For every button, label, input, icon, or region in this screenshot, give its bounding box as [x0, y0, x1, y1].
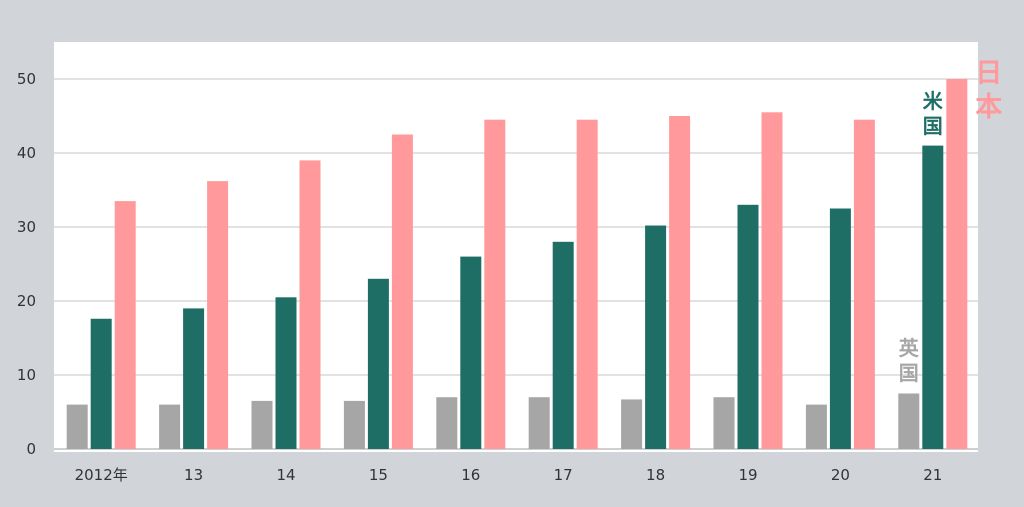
x-tick-label: 19	[738, 466, 757, 484]
series-label: 米国	[923, 89, 944, 138]
bar	[853, 119, 875, 449]
bar	[343, 400, 365, 449]
bar	[159, 404, 181, 449]
bar	[275, 297, 297, 449]
bar	[436, 397, 458, 449]
bar	[645, 225, 667, 449]
bar	[66, 404, 88, 449]
bar	[299, 160, 321, 449]
bar	[576, 119, 598, 449]
y-tick-label: 20	[17, 292, 36, 310]
bar	[713, 397, 735, 449]
bar	[251, 400, 273, 449]
bar	[367, 278, 389, 449]
bar	[114, 201, 136, 449]
bar	[946, 79, 968, 449]
bar	[898, 393, 920, 449]
x-tick-label: 16	[461, 466, 480, 484]
bar	[829, 208, 851, 449]
bar	[922, 145, 944, 449]
series-label: 日本	[975, 58, 1002, 123]
bar	[737, 204, 759, 449]
bar	[552, 241, 574, 449]
bar	[90, 318, 112, 449]
y-tick-label: 40	[17, 144, 36, 162]
y-tick-label: 10	[17, 366, 36, 384]
x-tick-label: 14	[276, 466, 295, 484]
x-tick-label: 20	[831, 466, 850, 484]
bar	[669, 116, 691, 449]
bar	[761, 112, 783, 450]
x-tick-label: 13	[184, 466, 203, 484]
x-tick-label: 17	[554, 466, 573, 484]
bar	[207, 181, 229, 449]
bar	[391, 134, 413, 449]
x-tick-label: 18	[646, 466, 665, 484]
y-tick-label: 50	[17, 70, 36, 88]
bar	[621, 399, 643, 449]
x-tick-label: 15	[369, 466, 388, 484]
series-label: 英国	[899, 336, 920, 385]
bar	[528, 397, 550, 449]
bar	[484, 119, 506, 449]
x-tick-label: 2012年	[75, 466, 128, 484]
bar	[460, 256, 482, 449]
x-tick-label: 21	[923, 466, 942, 484]
y-tick-label: 30	[17, 218, 36, 236]
bar	[805, 404, 827, 449]
y-tick-label: 0	[26, 440, 36, 458]
bar	[183, 308, 205, 449]
